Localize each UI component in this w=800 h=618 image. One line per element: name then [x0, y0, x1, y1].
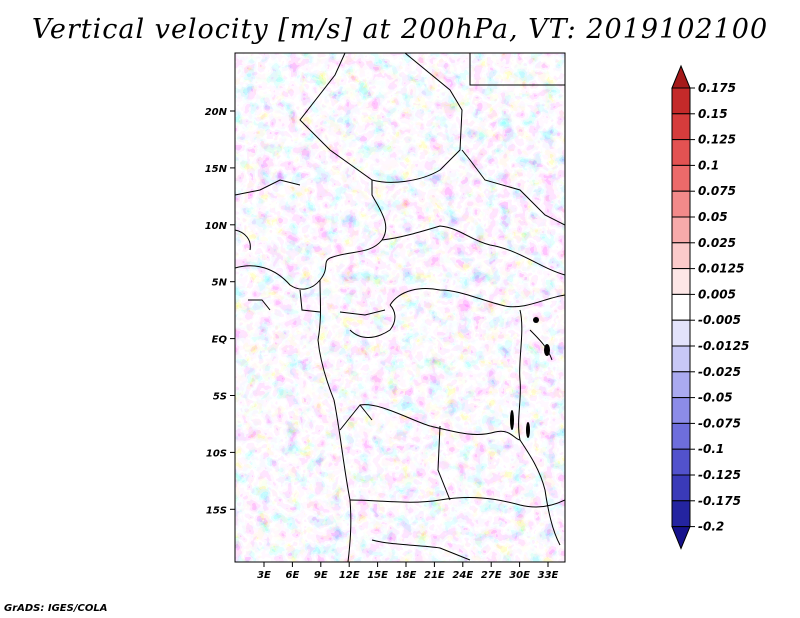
colorbar-segment [671, 319, 691, 347]
colorbar-segment [671, 371, 691, 399]
colorbar-bottom-arrow [671, 526, 691, 550]
colorbar-label: -0.175 [698, 494, 741, 508]
colorbar: 0.175 0.15 0.125 0.1 0.075 0.05 0.025 0.0125 0.0… [671, 64, 749, 550]
colorbar-segment [671, 293, 691, 321]
colorbar-label: 0.075 [698, 184, 736, 198]
lat-label: 5N [212, 278, 228, 289]
country-borders [235, 53, 565, 562]
colorbar-label: 0.1 [698, 158, 719, 172]
colorbar-label: -0.2 [698, 520, 724, 534]
colorbar-segment [671, 422, 691, 450]
lon-label: 30E [509, 570, 530, 581]
colorbar-segment [671, 216, 691, 244]
map-frame [234, 52, 566, 563]
lon-label: 21E [424, 570, 445, 581]
lon-label: 6E [286, 570, 300, 581]
grads-credit: GrADS: IGES/COLA [4, 603, 108, 614]
lon-label: 12E [339, 570, 360, 581]
colorbar-label: 0.025 [698, 236, 736, 250]
colorbar-label: -0.1 [698, 442, 724, 456]
colorbar-segment [671, 500, 691, 528]
colorbar-segment [671, 448, 691, 476]
lon-label: 15E [367, 570, 388, 581]
lat-label: 15S [206, 505, 227, 516]
lat-label: EQ [212, 335, 228, 346]
colorbar-segment [671, 268, 691, 295]
lat-label: 15N [205, 164, 228, 175]
lat-label: 20N [205, 107, 228, 118]
lon-label: 27E [481, 570, 502, 581]
lon-label: 33E [538, 570, 559, 581]
colorbar-segment [671, 242, 691, 270]
lon-label: 18E [396, 570, 417, 581]
colorbar-segment [671, 139, 691, 166]
lat-label: 5S [213, 392, 227, 403]
colorbar-segment [671, 397, 691, 424]
lat-label: 10N [205, 221, 228, 232]
colorbar-label: 0.0125 [698, 262, 744, 276]
longitude-axis: 3E 6E 9E 12E 15E 18E 21E 24E 27E 30E 33E [257, 562, 559, 581]
lon-label: 9E [314, 570, 328, 581]
colorbar-segment [671, 345, 691, 373]
lat-label: 10S [206, 448, 227, 459]
colorbar-label: 0.05 [698, 210, 728, 224]
lake-outlines [510, 317, 550, 438]
colorbar-label: -0.05 [698, 391, 733, 405]
colorbar-segment [671, 474, 691, 502]
lon-label: 3E [257, 570, 271, 581]
colorbar-segment [671, 190, 691, 218]
colorbar-label: 0.125 [698, 133, 736, 147]
colorbar-segment [671, 113, 691, 141]
colorbar-label: -0.025 [698, 365, 741, 379]
colorbar-label: -0.0125 [698, 339, 749, 353]
colorbar-segment [671, 164, 691, 192]
colorbar-top-arrow [671, 64, 691, 89]
colorbar-segment [671, 87, 691, 115]
lon-label: 24E [452, 570, 473, 581]
colorbar-label: -0.005 [698, 313, 741, 327]
chart-title: Vertical velocity [m/s] at 200hPa, VT: 2… [31, 14, 769, 45]
colorbar-label: 0.175 [698, 81, 736, 95]
colorbar-label: -0.125 [698, 468, 741, 482]
velocity-field [235, 53, 565, 562]
latitude-axis: 20N 15N 10N 5N EQ 5S 10S 15S [205, 107, 235, 516]
colorbar-label: 0.005 [698, 287, 736, 301]
colorbar-label: 0.15 [698, 107, 728, 121]
colorbar-label: -0.075 [698, 416, 741, 430]
